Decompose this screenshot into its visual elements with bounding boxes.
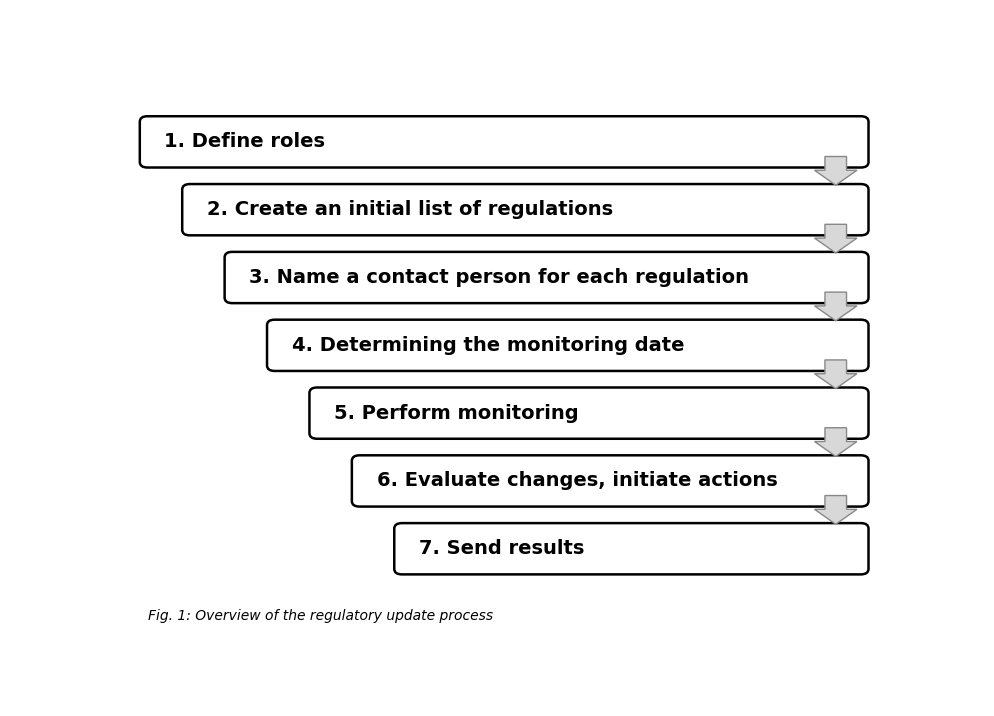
FancyBboxPatch shape (309, 387, 868, 439)
Text: 4. Determining the monitoring date: 4. Determining the monitoring date (291, 336, 684, 355)
FancyBboxPatch shape (139, 116, 868, 168)
Polygon shape (814, 157, 856, 185)
Text: Fig. 1: Overview of the regulatory update process: Fig. 1: Overview of the regulatory updat… (147, 609, 492, 624)
FancyBboxPatch shape (266, 319, 868, 371)
FancyBboxPatch shape (394, 523, 868, 574)
Text: 2. Create an initial list of regulations: 2. Create an initial list of regulations (207, 200, 612, 219)
Text: 7. Send results: 7. Send results (418, 539, 583, 558)
Polygon shape (814, 427, 856, 456)
Text: 3. Name a contact person for each regulation: 3. Name a contact person for each regula… (249, 268, 748, 287)
Text: 6. Evaluate changes, initiate actions: 6. Evaluate changes, initiate actions (376, 471, 776, 490)
FancyBboxPatch shape (182, 184, 868, 236)
Polygon shape (814, 224, 856, 253)
Text: 5. Perform monitoring: 5. Perform monitoring (334, 404, 579, 422)
Polygon shape (814, 292, 856, 321)
FancyBboxPatch shape (225, 252, 868, 303)
Polygon shape (814, 360, 856, 389)
FancyBboxPatch shape (352, 455, 868, 507)
Text: 1. Define roles: 1. Define roles (164, 132, 325, 151)
Polygon shape (814, 495, 856, 524)
